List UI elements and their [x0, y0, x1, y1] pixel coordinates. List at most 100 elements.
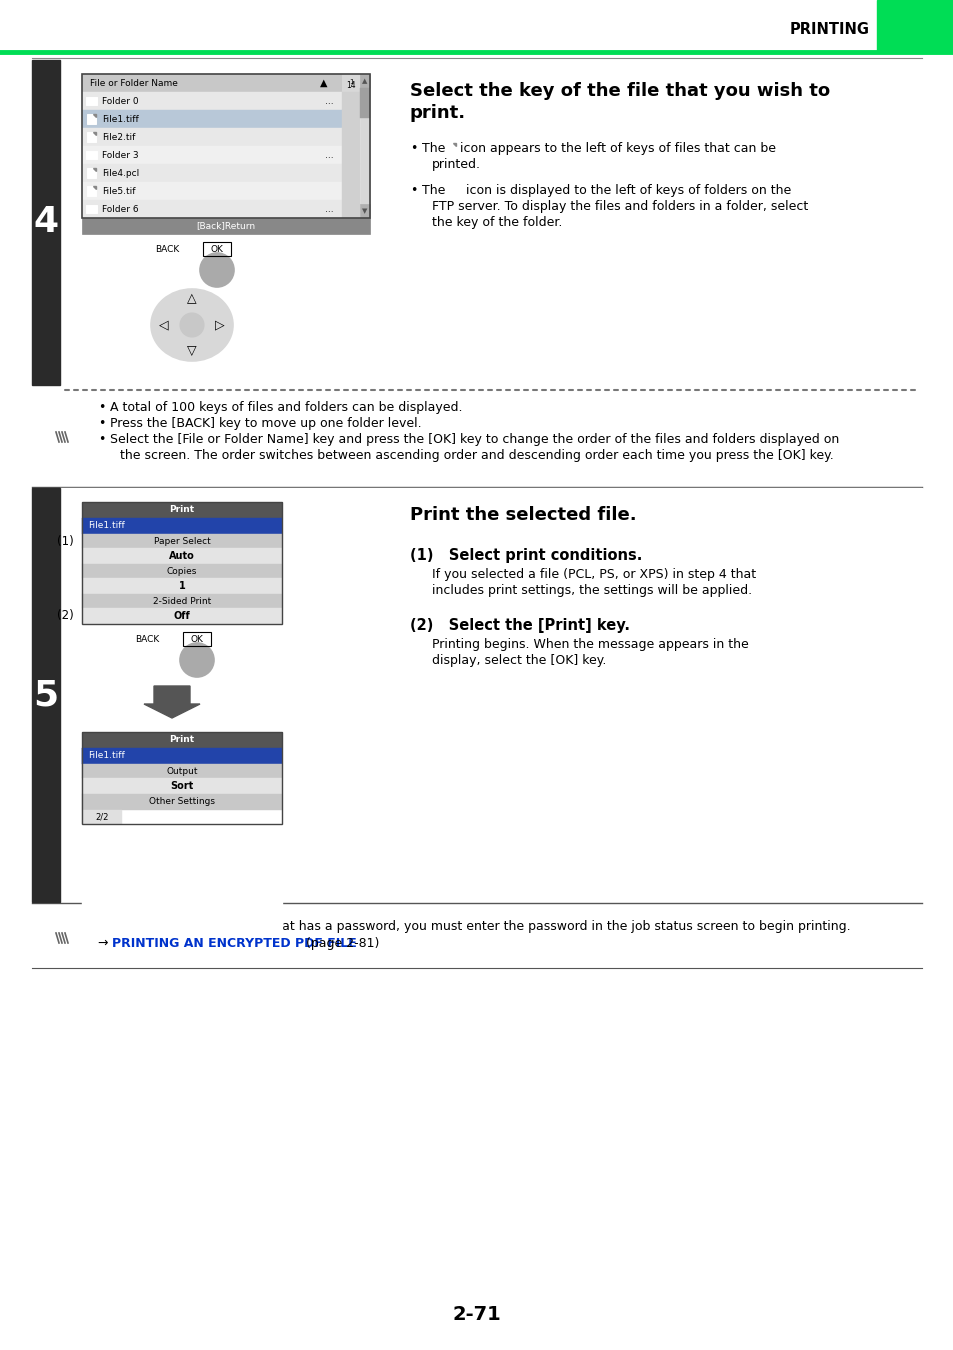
Bar: [82, 200, 341, 217]
Text: ◁: ◁: [159, 319, 169, 332]
Text: ▲: ▲: [362, 78, 367, 84]
Bar: [341, 163, 359, 182]
Text: Print: Print: [170, 505, 194, 514]
Text: Printing begins. When the message appears in the: Printing begins. When the message appear…: [432, 639, 748, 651]
Bar: [82, 128, 341, 146]
Text: Paper Select: Paper Select: [153, 536, 211, 545]
Bar: [86, 205, 97, 213]
Bar: [82, 74, 341, 92]
Bar: [87, 186, 96, 196]
Bar: [341, 74, 359, 92]
Text: △: △: [187, 293, 196, 305]
Polygon shape: [453, 143, 456, 146]
Bar: [82, 764, 282, 778]
Polygon shape: [92, 132, 96, 135]
Text: •: •: [98, 417, 105, 431]
Circle shape: [180, 313, 204, 338]
Bar: [82, 778, 282, 794]
Polygon shape: [92, 113, 96, 117]
Text: Select the [File or Folder Name] key and press the [OK] key to change the order : Select the [File or Folder Name] key and…: [110, 433, 839, 446]
Text: ▼: ▼: [362, 208, 367, 215]
Bar: [82, 217, 370, 234]
Bar: [447, 143, 456, 155]
Text: →: →: [98, 937, 112, 950]
Bar: [87, 167, 96, 178]
Circle shape: [48, 417, 88, 458]
Text: (2)   Select the [Print] key.: (2) Select the [Print] key.: [410, 618, 629, 633]
Text: (1): (1): [57, 535, 74, 548]
Bar: [447, 186, 460, 197]
Bar: [82, 794, 282, 809]
Text: display, select the [OK] key.: display, select the [OK] key.: [432, 653, 606, 667]
Bar: [82, 578, 282, 594]
Text: Auto: Auto: [169, 551, 194, 562]
Bar: [341, 92, 359, 109]
Bar: [359, 74, 370, 88]
Bar: [82, 732, 282, 748]
Text: (page 2-81): (page 2-81): [302, 937, 379, 950]
Text: (2): (2): [57, 609, 74, 622]
Text: Print: Print: [170, 736, 194, 744]
Bar: [341, 200, 359, 217]
Text: File2.tif: File2.tif: [102, 132, 135, 142]
Ellipse shape: [151, 289, 233, 360]
Bar: [82, 748, 282, 764]
Text: •: •: [410, 142, 416, 155]
Bar: [82, 502, 282, 518]
Text: File or Folder Name: File or Folder Name: [90, 78, 177, 88]
Text: Output: Output: [166, 767, 197, 775]
Text: File5.tif: File5.tif: [102, 186, 135, 196]
Bar: [60, 59, 921, 385]
Text: the screen. The order switches between ascending order and descending order each: the screen. The order switches between a…: [120, 450, 833, 462]
Bar: [82, 146, 341, 163]
Text: Other Settings: Other Settings: [149, 796, 214, 806]
Bar: [341, 182, 359, 200]
Polygon shape: [144, 686, 200, 718]
Circle shape: [150, 252, 184, 288]
Text: If you selected a file (PCL, PS, or XPS) in step 4 that: If you selected a file (PCL, PS, or XPS)…: [432, 568, 756, 580]
Bar: [82, 810, 122, 824]
Text: The: The: [421, 184, 445, 197]
Text: 1: 1: [349, 80, 353, 85]
Text: Folder 6: Folder 6: [102, 204, 138, 213]
Text: ...: ...: [325, 150, 334, 159]
Bar: [82, 74, 370, 217]
Text: printed.: printed.: [432, 158, 480, 171]
Bar: [82, 535, 282, 548]
Text: PRINTING: PRINTING: [789, 23, 869, 38]
Text: File1.tiff: File1.tiff: [102, 115, 138, 123]
Bar: [341, 128, 359, 146]
Text: Folder 3: Folder 3: [102, 150, 138, 159]
Text: Off: Off: [173, 612, 191, 621]
Text: icon appears to the left of keys of files that can be: icon appears to the left of keys of file…: [459, 142, 775, 155]
Bar: [183, 632, 211, 647]
Bar: [32, 487, 60, 902]
Bar: [82, 748, 282, 764]
Text: ...: ...: [325, 204, 334, 213]
Bar: [86, 97, 97, 105]
Bar: [82, 608, 282, 624]
Text: ...: ...: [325, 96, 334, 105]
Bar: [82, 794, 282, 810]
Bar: [60, 487, 921, 902]
Bar: [82, 502, 282, 624]
Text: 1: 1: [178, 580, 185, 591]
Text: [Back]Return: [Back]Return: [196, 221, 255, 231]
Text: 14: 14: [346, 81, 355, 90]
Bar: [82, 182, 341, 200]
Bar: [87, 132, 96, 142]
Bar: [82, 809, 282, 824]
Text: Other Settings: Other Settings: [149, 798, 214, 806]
Text: Print the selected file.: Print the selected file.: [410, 506, 636, 524]
Text: •: •: [410, 184, 416, 197]
Text: includes print settings, the settings will be applied.: includes print settings, the settings wi…: [432, 585, 751, 597]
Polygon shape: [92, 186, 96, 189]
Text: 5: 5: [33, 678, 58, 711]
Polygon shape: [92, 167, 96, 171]
Bar: [87, 113, 96, 124]
Bar: [341, 109, 359, 128]
Text: File1.tiff: File1.tiff: [88, 521, 125, 531]
Bar: [82, 109, 341, 128]
Bar: [82, 778, 282, 794]
Bar: [82, 594, 282, 608]
